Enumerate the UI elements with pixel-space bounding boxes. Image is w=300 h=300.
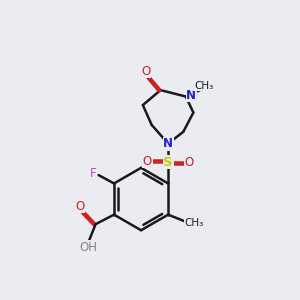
Text: S: S xyxy=(163,155,173,169)
Text: O: O xyxy=(141,65,150,78)
Text: N: N xyxy=(163,137,173,150)
Text: O: O xyxy=(143,154,152,168)
Text: OH: OH xyxy=(80,241,98,254)
Text: O: O xyxy=(184,156,194,170)
Text: CH₃: CH₃ xyxy=(184,218,204,228)
Text: CH₃: CH₃ xyxy=(194,80,213,91)
Text: O: O xyxy=(75,200,84,213)
Text: N: N xyxy=(186,88,196,101)
Text: F: F xyxy=(90,167,97,180)
